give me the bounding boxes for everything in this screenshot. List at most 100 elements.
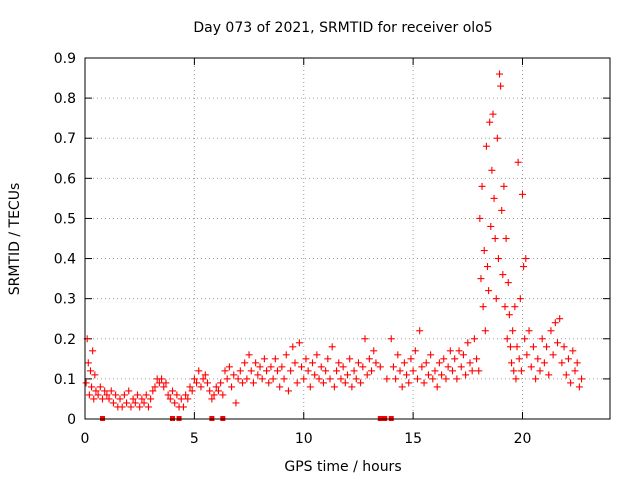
data-point bbox=[457, 363, 465, 371]
data-point bbox=[491, 235, 499, 242]
data-point bbox=[517, 367, 525, 375]
data-point bbox=[464, 339, 472, 347]
data-point bbox=[359, 363, 367, 371]
data-point bbox=[560, 343, 568, 351]
data-point bbox=[383, 375, 391, 383]
data-point bbox=[361, 335, 369, 343]
data-point bbox=[164, 391, 172, 399]
data-point bbox=[523, 351, 531, 359]
data-point bbox=[509, 327, 517, 335]
data-point bbox=[551, 319, 559, 327]
data-point bbox=[489, 110, 497, 118]
data-point bbox=[300, 375, 308, 383]
x-tick-label: 0 bbox=[81, 431, 90, 447]
data-point bbox=[166, 395, 174, 403]
data-point bbox=[298, 363, 306, 371]
data-point bbox=[254, 371, 262, 379]
data-point bbox=[519, 190, 526, 198]
data-point bbox=[392, 375, 400, 383]
data-point bbox=[249, 379, 257, 387]
data-point bbox=[295, 339, 303, 347]
data-point bbox=[540, 359, 548, 367]
data-point bbox=[91, 371, 99, 379]
data-point bbox=[315, 375, 323, 383]
data-point bbox=[112, 391, 120, 399]
data-point bbox=[365, 355, 373, 363]
data-point bbox=[468, 367, 476, 375]
data-point bbox=[462, 371, 470, 379]
data-point bbox=[173, 391, 181, 399]
data-point bbox=[162, 379, 170, 387]
data-point bbox=[475, 367, 483, 375]
data-point bbox=[85, 391, 93, 399]
data-point bbox=[488, 166, 496, 174]
data-point bbox=[142, 391, 150, 399]
data-point bbox=[416, 327, 424, 335]
data-point bbox=[525, 327, 533, 335]
data-point bbox=[510, 367, 518, 375]
data-point bbox=[372, 359, 380, 367]
data-point bbox=[567, 379, 575, 387]
data-point bbox=[344, 371, 351, 379]
tick-layer: 0 0.1 0.2 0.3 0.4 0.5 0.6 0.7 0.8 0.9 0 5 10 15 20 bbox=[54, 51, 610, 447]
data-point bbox=[575, 383, 583, 391]
data-point bbox=[149, 387, 157, 395]
data-point bbox=[302, 355, 310, 363]
data-point bbox=[499, 271, 507, 279]
data-point bbox=[549, 351, 557, 359]
data-point bbox=[357, 379, 365, 387]
data-point bbox=[265, 379, 273, 387]
data-point bbox=[105, 395, 113, 403]
data-point bbox=[405, 379, 413, 387]
data-point bbox=[306, 383, 314, 391]
y-tick-label: 0.1 bbox=[54, 372, 76, 388]
data-point bbox=[131, 399, 139, 407]
data-point bbox=[212, 383, 220, 391]
data-point bbox=[514, 158, 522, 166]
data-point bbox=[256, 363, 264, 371]
data-point bbox=[258, 375, 266, 383]
data-point bbox=[438, 371, 446, 379]
data-point bbox=[501, 303, 509, 311]
data-point bbox=[477, 275, 485, 283]
chart-title: Day 073 of 2021, SRMTID for receiver olo… bbox=[193, 20, 492, 36]
data-point bbox=[269, 375, 277, 383]
data-point bbox=[333, 367, 341, 375]
y-tick-label: 0.9 bbox=[54, 51, 76, 67]
y-tick-label: 0 bbox=[67, 412, 76, 428]
data-point bbox=[127, 403, 135, 411]
data-point bbox=[440, 355, 448, 363]
data-point bbox=[354, 359, 362, 367]
data-point bbox=[453, 375, 461, 383]
data-point bbox=[234, 375, 242, 383]
data-point bbox=[400, 359, 408, 367]
data-point bbox=[473, 355, 481, 363]
data-point bbox=[435, 359, 443, 367]
data-point bbox=[484, 263, 491, 271]
data-point bbox=[444, 363, 452, 371]
data-point bbox=[481, 327, 489, 335]
data-point bbox=[326, 375, 334, 383]
data-point bbox=[479, 303, 487, 311]
data-point bbox=[516, 295, 524, 303]
data-point bbox=[330, 383, 338, 391]
data-point bbox=[504, 279, 512, 287]
data-point bbox=[225, 363, 233, 371]
data-point bbox=[214, 387, 222, 395]
data-point bbox=[101, 387, 109, 395]
data-point bbox=[118, 403, 126, 411]
data-point bbox=[494, 255, 502, 263]
data-point bbox=[287, 367, 295, 375]
data-point bbox=[427, 351, 435, 359]
data-point bbox=[241, 359, 249, 367]
data-point bbox=[543, 343, 551, 351]
data-point bbox=[446, 347, 454, 355]
data-point bbox=[493, 134, 501, 142]
data-point bbox=[158, 375, 166, 383]
data-point bbox=[107, 387, 115, 395]
data-point bbox=[478, 182, 486, 190]
data-point bbox=[221, 367, 229, 375]
data-point bbox=[492, 295, 500, 303]
data-point bbox=[522, 255, 530, 263]
data-point bbox=[138, 395, 146, 403]
